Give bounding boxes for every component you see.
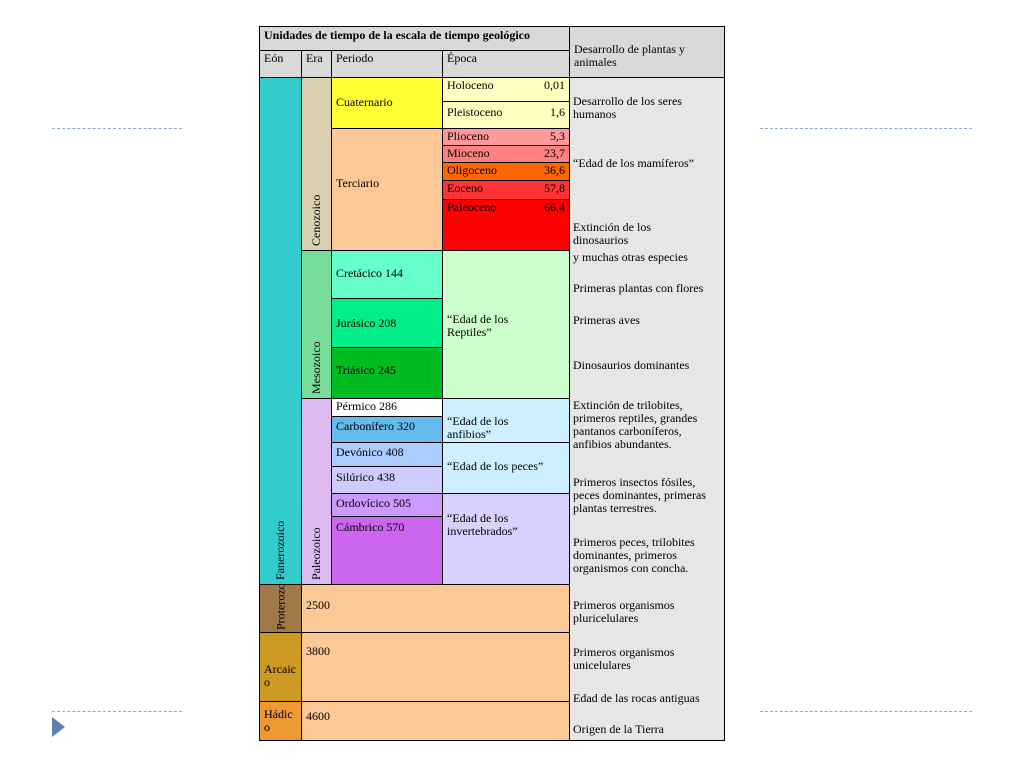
description-column-bg [569,26,725,741]
desc-humanos: Desarrollo de los seres humanos [573,94,682,121]
epoch-age: 1,6 [550,105,565,119]
epoch-note-peces: “Edad de los peces” [442,442,570,494]
table-border [259,26,725,741]
period-triasico: Triásico 245 [331,347,443,399]
desc-origen: Origen de la Tierra [573,722,664,736]
eon-hadico-label: Hádico [264,707,293,734]
period-cambrico: Cámbrico 570 [331,516,443,585]
precambrian-proterozoico-row: 2500 [301,584,570,633]
age-3800: 3800 [306,644,330,658]
desc-extincion-dinos: Extinción de los dinosaurios [573,220,651,247]
period-jurasico: Jurásico 208 [331,298,443,348]
age-4600: 4600 [306,709,330,723]
epoch-row: Paleoceno 66,4 [442,199,570,251]
desc-aves: Primeras aves [573,313,640,327]
desc-mamiferos: “Edad de los mamíferos” [573,156,694,170]
epoch-name: Eoceno [447,181,483,195]
epoch-row: Plioceno 5,3 [442,128,570,146]
decorative-dashed-line-left-bottom [52,711,182,712]
epoch-note-reptiles: “Edad de los Reptiles” [442,250,570,399]
epoch-note-invertebrados: “Edad de los invertebrados” [442,493,570,585]
desc-peces: Primeros peces, trilobites dominantes, p… [573,535,695,575]
eon-arcaico-label: Arcaico [264,662,296,689]
epoch-name: Oligoceno [447,163,497,177]
epoch-name: Paleoceno [447,200,497,214]
epoch-age: 5,3 [550,129,565,143]
precambrian-hadico-row: 4600 [301,701,570,741]
epoch-name: Mioceno [447,146,490,160]
epoch-age: 0,01 [544,78,565,92]
decorative-dashed-line-left-top [52,128,182,129]
epoch-row: Pleistoceno 1,6 [442,101,570,129]
desc-trilobites: Extinción de trilobites, primeros reptil… [573,398,698,451]
geologic-time-table: Unidades de tiempo de la escala de tiemp… [259,26,725,741]
epoch-age: 23,7 [544,146,565,160]
epoch-age: 36,6 [544,163,565,177]
epoch-age: 66,4 [544,200,565,214]
period-terciario: Terciario [331,128,443,251]
desc-otras-especies: y muchas otras especies [573,250,688,264]
decorative-dashed-line-right-top [760,128,972,129]
epoch-name: Plioceno [447,129,489,143]
epoch-name: Holoceno [447,78,494,92]
slide-bullet-arrow-icon [52,717,65,737]
epoch-name: Pleistoceno [447,105,503,119]
desc-pluricelulares: Primeros organismos pluricelulares [573,598,675,625]
epoch-row: Eoceno 57,8 [442,180,570,200]
desc-rocas: Edad de las rocas antiguas [573,691,700,705]
epoch-row: Holoceno 0,01 [442,77,570,102]
desc-plantas-flores: Primeras plantas con flores [573,281,704,295]
desc-unicelulares: Primeros organismos unicelulares [573,645,675,672]
period-ordovicico: Ordovícico 505 [331,493,443,517]
period-cretacico: Cretácico 144 [331,250,443,299]
header-desarrollo: Desarrollo de plantas y animales [569,26,725,78]
period-silurico: Silúrico 438 [331,466,443,494]
desc-dinos-dominantes: Dinosaurios dominantes [573,358,690,372]
decorative-dashed-line-right-bottom [760,711,972,712]
period-cuaternario: Cuaternario [331,77,443,129]
desc-insectos: Primeros insectos fósiles, peces dominan… [573,475,706,515]
age-2500: 2500 [306,598,330,612]
header-era: Era [301,50,332,78]
epoch-age: 57,8 [544,181,565,195]
